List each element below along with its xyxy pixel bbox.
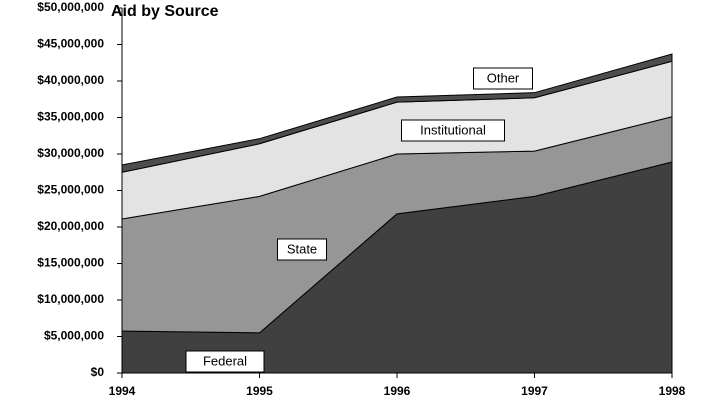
- x-tick-label: 1997: [521, 384, 548, 398]
- series-label: Institutional: [420, 122, 486, 137]
- series-label-box: [277, 238, 327, 261]
- series-label: Federal: [203, 353, 247, 368]
- y-tick-label: $45,000,000: [37, 37, 104, 51]
- y-tick-label: $40,000,000: [37, 73, 104, 87]
- y-tick-label: $35,000,000: [37, 110, 104, 124]
- y-tick-label: $15,000,000: [37, 256, 104, 270]
- y-tick-label: $30,000,000: [37, 146, 104, 160]
- area: [121, 53, 673, 173]
- x-tick-label: 1995: [246, 384, 273, 398]
- y-tick-label: $0: [91, 365, 105, 379]
- series-label-box: [401, 119, 505, 142]
- series-label-box: [473, 67, 533, 90]
- series-label: State: [287, 241, 317, 256]
- y-tick-label: $25,000,000: [37, 183, 104, 197]
- x-tick-label: 1994: [109, 384, 136, 398]
- y-tick-label: $5,000,000: [44, 329, 104, 343]
- series-label-box: [185, 350, 265, 373]
- chart-title: Aid by Source: [111, 3, 219, 20]
- x-tick-label: 1998: [659, 384, 686, 398]
- y-tick-label: $10,000,000: [37, 292, 104, 306]
- series-label: Other: [487, 70, 520, 85]
- y-tick-label: $50,000,000: [37, 0, 104, 14]
- x-tick-label: 1996: [384, 384, 411, 398]
- y-tick-label: $20,000,000: [37, 219, 104, 233]
